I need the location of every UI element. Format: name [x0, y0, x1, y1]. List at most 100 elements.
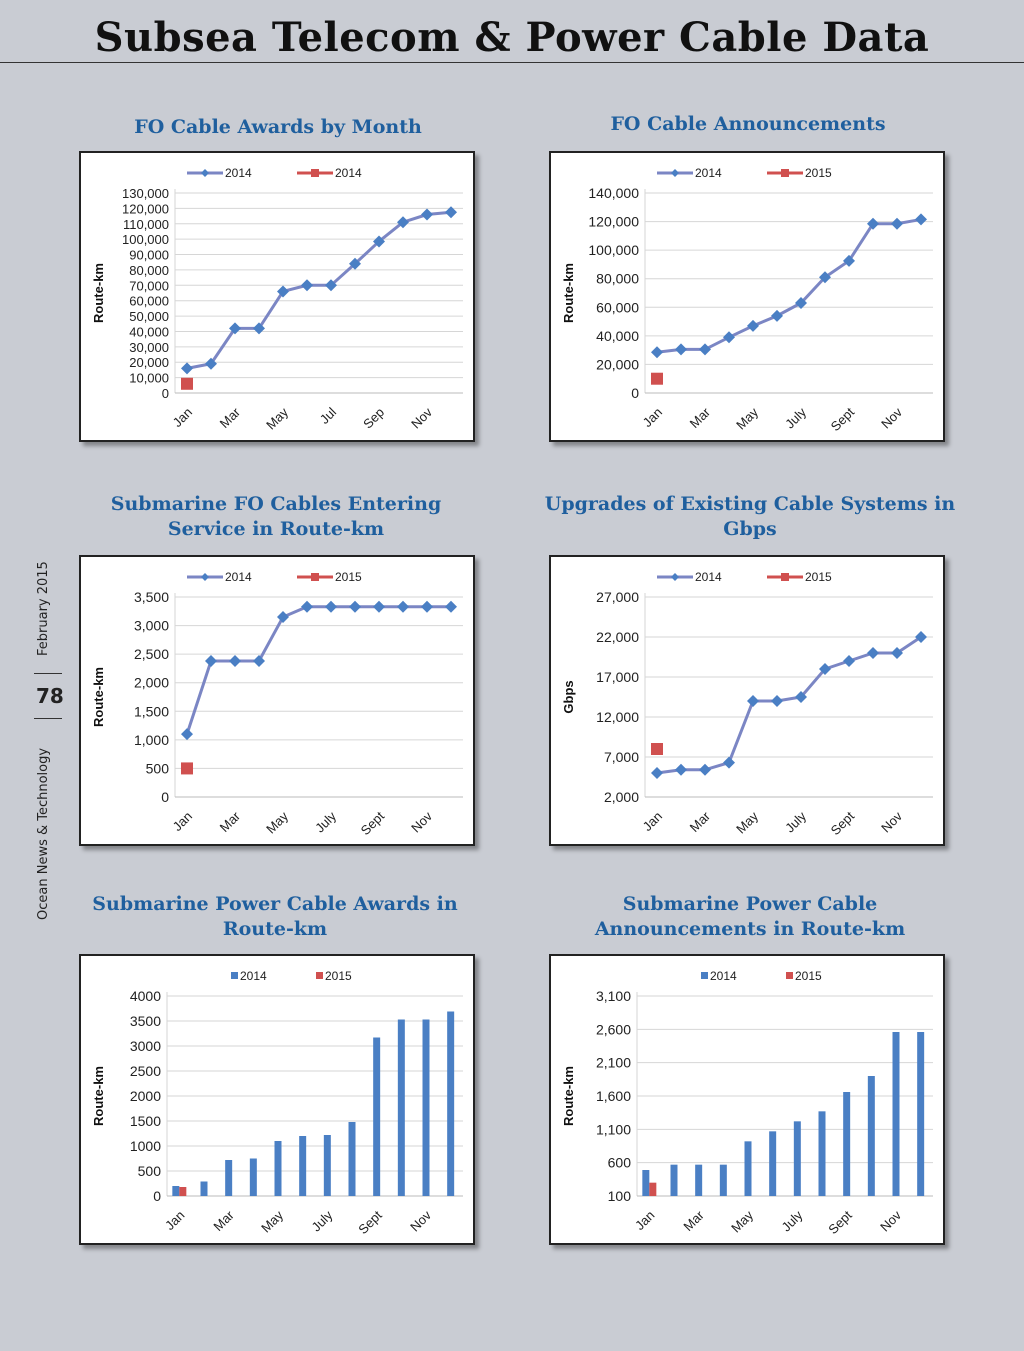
point-2014 — [349, 600, 361, 613]
point-2014 — [445, 600, 457, 613]
point-2014 — [891, 647, 903, 659]
point-2014 — [651, 346, 663, 359]
y-tick-label: 60,000 — [596, 299, 639, 315]
y-tick-label: 2,000 — [604, 789, 639, 805]
x-tick-label: May — [258, 1207, 286, 1235]
x-tick-label: May — [263, 808, 291, 836]
y-tick-label: 0 — [162, 386, 169, 401]
point-2014 — [253, 655, 265, 667]
chart-title: Submarine Power Cable Announcements in R… — [594, 893, 906, 940]
y-axis-label: Route-km — [561, 263, 576, 323]
point-2014 — [277, 611, 289, 623]
chart-title: Submarine FO Cables Entering Service in … — [110, 493, 442, 540]
x-tick-label: Jan — [640, 809, 665, 834]
chart-title: FO Cable Awards by Month — [134, 116, 422, 138]
legend-marker — [201, 169, 209, 177]
y-tick-label: 2500 — [130, 1063, 161, 1079]
y-tick-label: 1,600 — [596, 1088, 631, 1104]
bar-2014 — [323, 1135, 331, 1196]
x-tick-label: Sept — [358, 808, 388, 838]
legend-marker — [671, 169, 679, 177]
chart-title: Submarine Power Cable Awards in Route-km — [92, 893, 458, 940]
y-tick-label: 20,000 — [129, 355, 169, 370]
x-tick-label: Nov — [877, 1207, 904, 1234]
point-2014 — [373, 600, 385, 613]
y-tick-label: 60,000 — [129, 294, 169, 309]
legend-label: 2015 — [795, 969, 822, 983]
x-tick-label: Mar — [687, 808, 714, 835]
x-tick-label: Sep — [360, 405, 387, 432]
point-2014 — [771, 695, 783, 707]
line-2014 — [656, 635, 922, 775]
bar-2015 — [649, 1182, 657, 1196]
x-tick-label: Mar — [210, 1207, 237, 1234]
bar-2014 — [744, 1141, 752, 1196]
legend-label: 2014 — [695, 570, 722, 584]
bar-2014 — [793, 1121, 801, 1196]
page-number: 78 — [36, 684, 64, 708]
y-tick-label: 140,000 — [588, 185, 639, 201]
point-2015 — [181, 762, 193, 775]
y-tick-label: 30,000 — [129, 340, 169, 355]
bar-2014 — [917, 1032, 925, 1196]
point-2014 — [445, 206, 457, 219]
point-2014 — [819, 663, 831, 675]
bar-2014 — [867, 1076, 875, 1196]
y-tick-label: 80,000 — [596, 271, 639, 287]
point-2014 — [795, 691, 807, 703]
x-tick-label: Sept — [825, 1207, 855, 1237]
point-2014 — [229, 322, 241, 335]
chart-title: FO Cable Announcements — [610, 113, 886, 135]
chart-title: Upgrades of Existing Cable Systems in Gb… — [544, 493, 956, 540]
x-tick-label: Nov — [408, 404, 435, 431]
point-2014 — [301, 279, 313, 292]
x-tick-label: Nov — [407, 1207, 434, 1234]
point-2014 — [843, 655, 855, 667]
y-tick-label: 1000 — [130, 1138, 161, 1154]
point-2014 — [651, 767, 663, 779]
chart-upgrades: 2,000 7,000 12,000 17,000 22,000 27,000 Gbps Ja… — [549, 555, 945, 846]
point-2014 — [205, 655, 217, 667]
bar-2014 — [373, 1037, 381, 1196]
y-tick-label: 80,000 — [129, 263, 169, 278]
point-2014 — [421, 208, 433, 221]
y-tick-label: 2000 — [130, 1088, 161, 1104]
y-tick-label: 40,000 — [129, 324, 169, 339]
bar-2015 — [179, 1187, 187, 1196]
point-2014 — [301, 600, 313, 613]
point-2014 — [349, 257, 361, 270]
point-2014 — [915, 631, 927, 643]
point-2014 — [843, 254, 855, 267]
divider — [34, 718, 62, 719]
x-tick-label: Sept — [355, 1207, 385, 1237]
y-tick-label: 3,100 — [596, 988, 631, 1004]
y-tick-label: 10,000 — [129, 371, 169, 386]
y-tick-label: 27,000 — [596, 589, 639, 605]
point-2014 — [325, 279, 337, 292]
x-tick-label: Jan — [632, 1208, 657, 1233]
y-tick-label: 4000 — [130, 988, 161, 1004]
bar-2014 — [172, 1186, 180, 1196]
y-tick-label: 100,000 — [588, 242, 639, 258]
x-tick-label: July — [782, 808, 809, 835]
point-2014 — [771, 309, 783, 322]
point-2014 — [675, 763, 687, 776]
legend-marker — [311, 573, 319, 581]
chart-power-announcements: 100 600 1,100 1,600 2,100 2,600 3,100 Route-km J… — [549, 954, 945, 1245]
sidebar-date: February 2015 — [36, 561, 51, 656]
y-tick-label: 100,000 — [122, 232, 169, 247]
point-2014 — [397, 216, 409, 229]
x-tick-label: May — [733, 808, 761, 836]
legend-marker — [671, 573, 679, 581]
y-tick-label: 7,000 — [604, 749, 639, 765]
y-tick-label: 2,500 — [134, 646, 169, 662]
line-2014 — [186, 210, 452, 370]
legend-marker — [781, 169, 789, 177]
point-2014 — [181, 728, 193, 741]
y-axis-label: Route-km — [91, 1066, 106, 1126]
point-2014 — [277, 285, 289, 298]
y-tick-label: 130,000 — [122, 186, 169, 201]
legend-label: 2015 — [335, 570, 362, 584]
y-tick-label: 500 — [138, 1163, 162, 1179]
chart-power-awards: 0 500 1000 1500 2000 2500 3000 3500 4000 Route-km… — [79, 954, 475, 1245]
